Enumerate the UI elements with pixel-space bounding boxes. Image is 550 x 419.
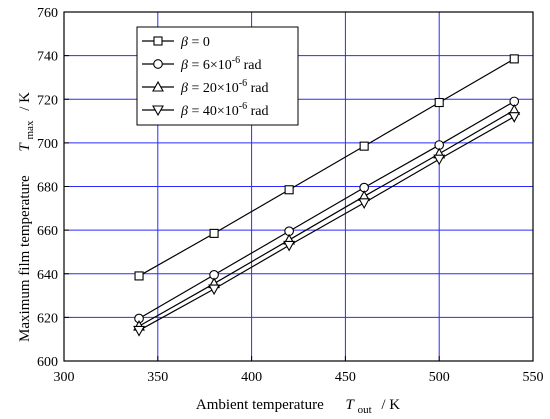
y-tick-label: 740 [37, 50, 58, 65]
y-tick-label: 720 [37, 93, 58, 108]
x-tick-label: 550 [523, 370, 544, 385]
legend-label: β = 0 [180, 35, 210, 50]
y-tick-label: 600 [37, 355, 58, 370]
series-line [138, 116, 515, 331]
legend-box [136, 26, 299, 126]
legend-item: β = 20×10-6 rad [142, 78, 269, 96]
x-axis-label-main: Ambient temperature [196, 397, 324, 413]
data-point-triangle-down [358, 198, 371, 209]
data-point-triangle-down [133, 325, 145, 337]
y-tick-label: 760 [37, 6, 58, 21]
x-axis-label-unit: / K [381, 397, 400, 413]
data-point-triangle-down [433, 154, 446, 166]
x-tick-label: 400 [241, 370, 262, 385]
y-axis-label-main: Maximum film temperature [17, 175, 33, 342]
legend-item: β = 0 [142, 35, 210, 50]
series-line [138, 100, 515, 319]
data-point-square [359, 141, 369, 151]
y-axis-label-var: T [17, 142, 33, 152]
legend-label: β = 40×10-6 rad [180, 101, 269, 119]
y-tick-label: 700 [37, 137, 58, 152]
data-point-square [509, 54, 519, 64]
legend-item: β = 40×10-6 rad [142, 101, 269, 119]
data-point-triangle-down [508, 112, 521, 123]
data-point-square [134, 271, 144, 281]
legend-label: β = 20×10-6 rad [180, 78, 269, 96]
data-point-triangle-down [283, 240, 296, 252]
axis-ticks: 300 350 400 450 500 550 600 620 640 660 680 700 720 7… [37, 6, 544, 385]
series-4 [133, 112, 521, 337]
y-tick-label: 620 [37, 311, 58, 326]
legend-marker-square [153, 36, 163, 46]
legend-label: β = 6×10-6 rad [180, 55, 262, 73]
x-axis-label-sub: out [358, 404, 372, 416]
legend-marker-circle [153, 59, 163, 69]
y-axis-title: Maximum film temperature T max / K [17, 92, 37, 342]
data-point-square [209, 228, 219, 238]
x-axis-title: Ambient temperature T out / K [196, 397, 400, 417]
y-axis-label-sub: max [24, 120, 36, 139]
series-2 [134, 96, 520, 324]
x-tick-label: 450 [335, 370, 356, 385]
y-axis-label-unit: / K [17, 92, 33, 111]
y-tick-label: 660 [37, 224, 58, 239]
y-tick-label: 680 [37, 181, 58, 196]
data-point-square [284, 185, 294, 195]
y-tick-label: 640 [37, 268, 58, 283]
legend: β = 0 β = 6×10-6 rad β = 20×10-6 rad β = 40… [136, 26, 299, 126]
x-tick-label: 350 [147, 370, 168, 385]
x-axis-label-var: T [345, 397, 355, 413]
data-point-triangle-down [208, 284, 221, 296]
x-tick-label: 500 [429, 370, 450, 385]
legend-item: β = 6×10-6 rad [142, 55, 262, 73]
data-point-square [434, 97, 444, 108]
legend-marker-triangle-down [152, 105, 164, 117]
series-3 [133, 104, 521, 331]
legend-marker-triangle-up [152, 80, 164, 92]
x-tick-label: 300 [54, 370, 75, 385]
series-line [138, 58, 515, 277]
series-1 [134, 54, 519, 281]
series-line [138, 109, 515, 327]
data-series [133, 54, 521, 337]
